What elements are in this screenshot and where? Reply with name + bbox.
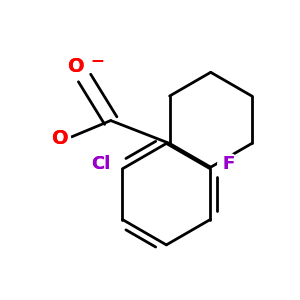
Text: O: O (52, 129, 68, 148)
Text: −: − (90, 51, 104, 69)
Text: O: O (68, 57, 85, 76)
Text: F: F (222, 155, 234, 173)
Circle shape (218, 153, 239, 174)
Circle shape (50, 128, 70, 149)
Text: O: O (68, 57, 85, 76)
Text: F: F (222, 155, 234, 173)
Text: O: O (52, 129, 68, 148)
Circle shape (91, 153, 112, 174)
Text: Cl: Cl (92, 155, 111, 173)
Text: −: − (90, 51, 104, 69)
Text: Cl: Cl (92, 155, 111, 173)
Circle shape (66, 56, 87, 77)
